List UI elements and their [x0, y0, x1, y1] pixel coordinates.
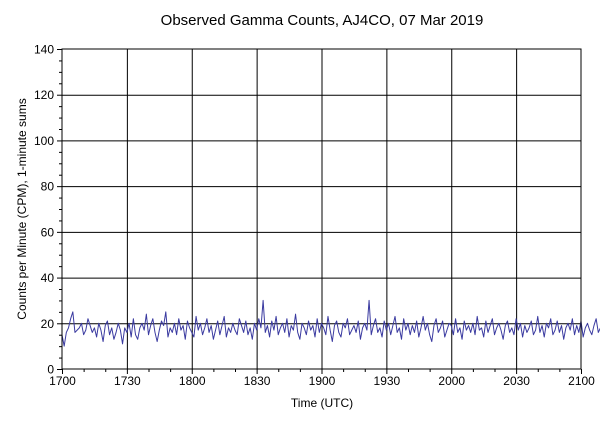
y-tick-label: 80	[41, 180, 55, 194]
x-tick-label: 1800	[179, 374, 206, 388]
x-tick-label: 1700	[49, 374, 76, 388]
series-line	[61, 299, 600, 347]
y-tick-label: 140	[34, 43, 54, 57]
x-tick-label: 1900	[309, 374, 336, 388]
x-tick-label: 1930	[374, 374, 401, 388]
y-tick-label: 40	[41, 271, 55, 285]
chart-title: Observed Gamma Counts, AJ4CO, 07 Mar 201…	[161, 12, 484, 29]
y-tick-label: 0	[47, 363, 54, 377]
series-layer	[61, 299, 600, 347]
y-tick-labels: 0 20 40 60 80 100 120 140	[34, 43, 54, 377]
grid	[62, 49, 581, 369]
x-tick-label: 2100	[568, 374, 595, 388]
y-axis-label: Counts per Minute (CPM), 1-minute sums	[15, 98, 29, 319]
tick-marks	[57, 49, 582, 374]
x-tick-label: 2000	[438, 374, 465, 388]
y-tick-label: 20	[41, 317, 55, 331]
x-tick-label: 1830	[244, 374, 271, 388]
y-tick-label: 120	[34, 88, 54, 102]
x-tick-labels: 1700 1730 1800 1830 1900 1930 2000 2030 2100	[49, 374, 595, 388]
x-tick-label: 1730	[114, 374, 141, 388]
y-tick-label: 60	[41, 225, 55, 239]
x-axis-label: Time (UTC)	[291, 396, 353, 410]
x-tick-label: 2030	[503, 374, 530, 388]
y-tick-label: 100	[34, 134, 54, 148]
